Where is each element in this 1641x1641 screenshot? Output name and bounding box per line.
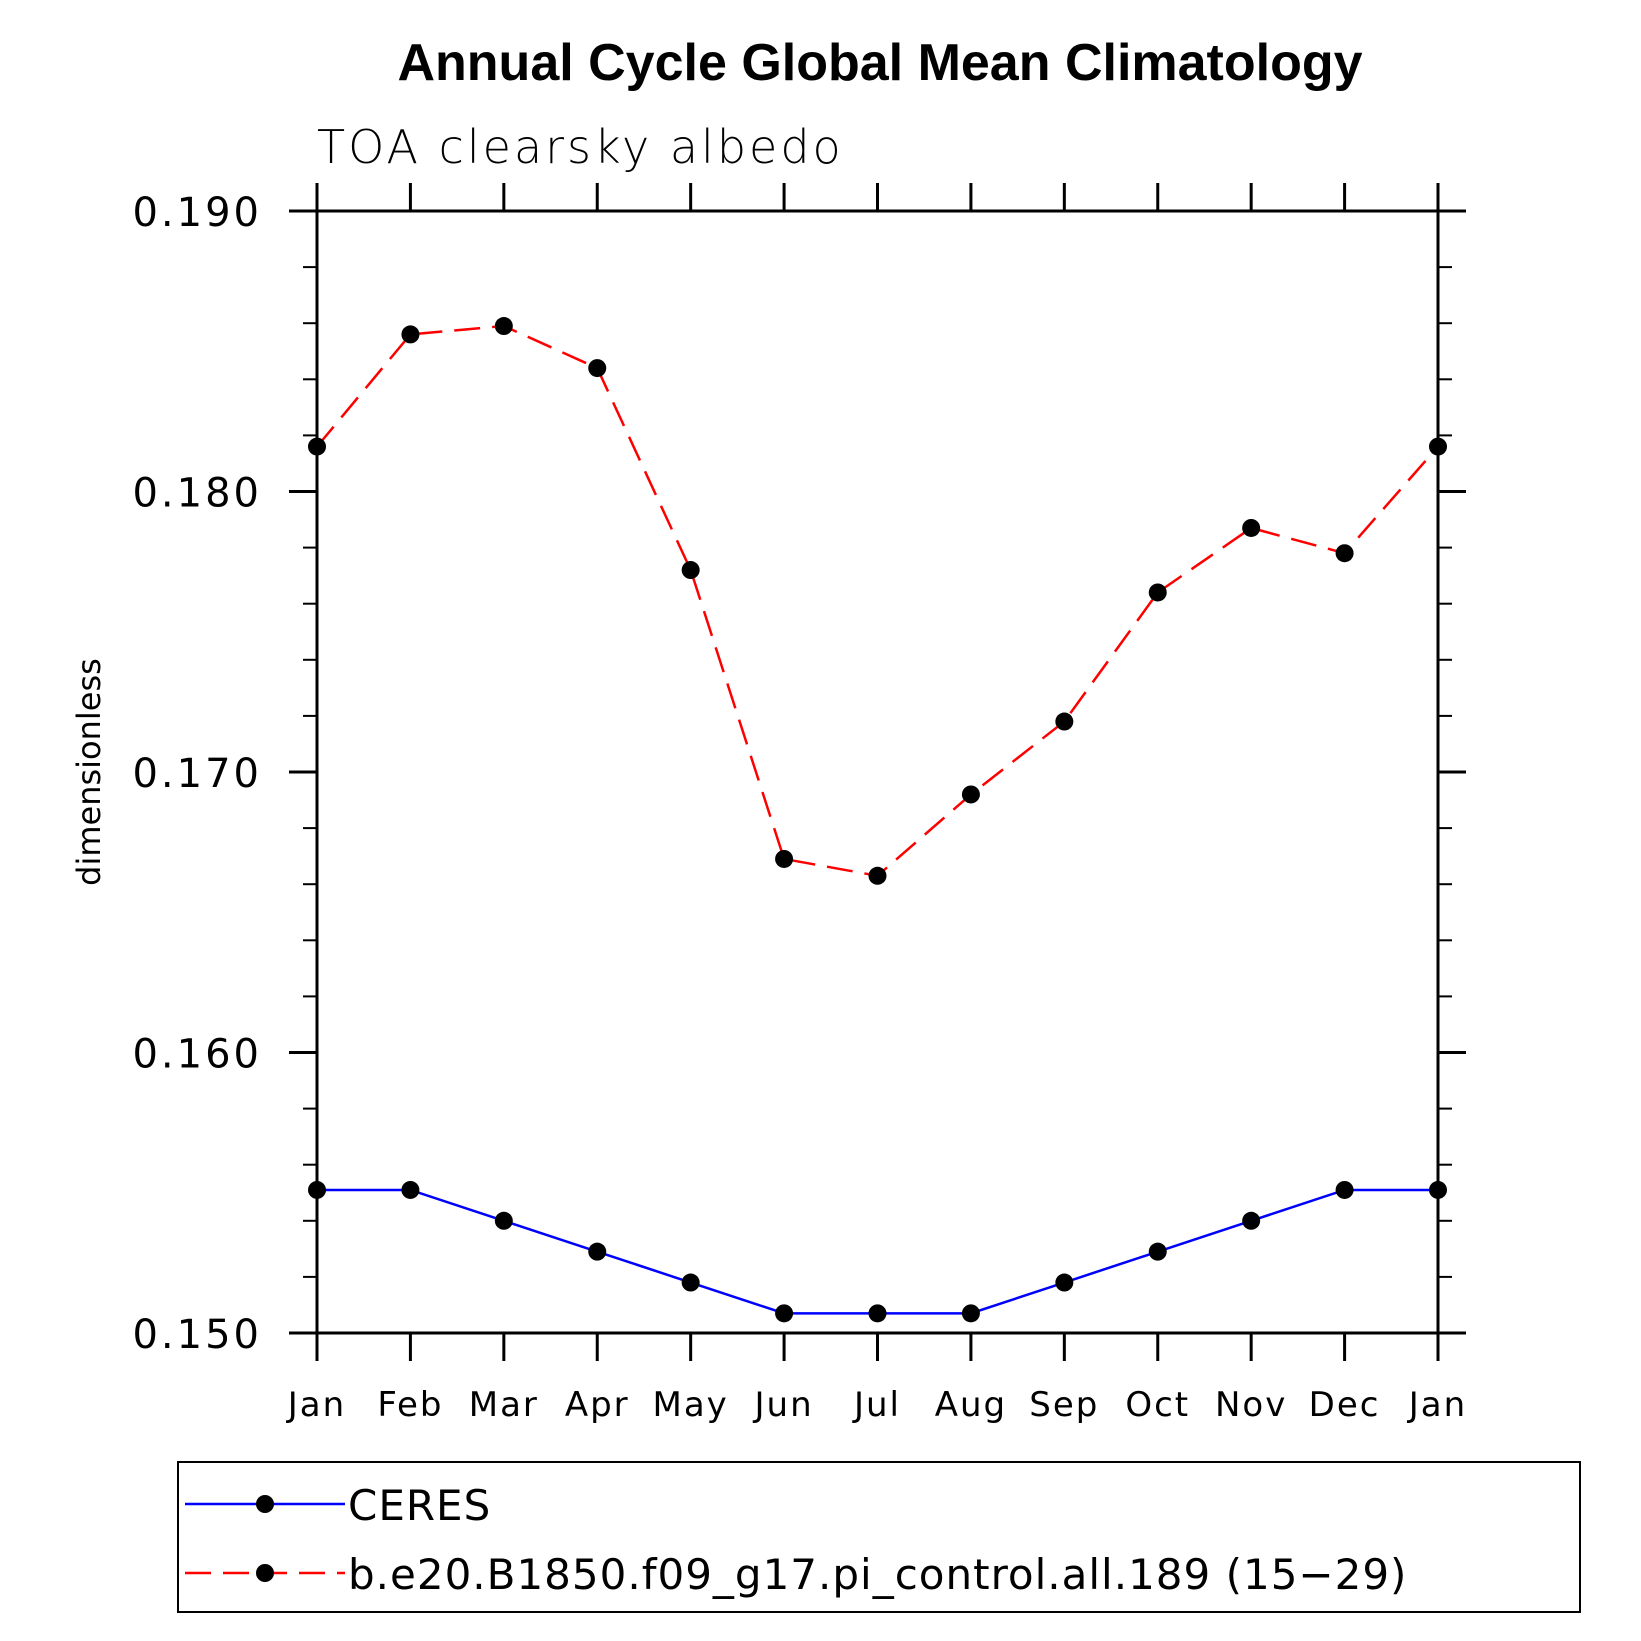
x-tick-label: Oct (1125, 1385, 1190, 1425)
chart-subtitle: TOA clearsky albedo (317, 120, 844, 174)
x-tick-label: Jun (753, 1385, 814, 1425)
legend-box (177, 1461, 1581, 1613)
y-tick-label: 0.150 (132, 1312, 262, 1358)
y-tick-label: 0.170 (132, 751, 262, 797)
x-tick-label: Aug (935, 1385, 1007, 1425)
y-tick-label: 0.190 (132, 190, 262, 236)
data-point-0 (401, 1180, 420, 1199)
data-point-1 (961, 785, 980, 804)
x-tick-label: Sep (1029, 1385, 1099, 1425)
axis-ticks (289, 183, 1466, 1361)
x-tick-label: May (653, 1385, 729, 1425)
data-point-0 (308, 1180, 326, 1199)
legend-marker-ceres (256, 1495, 274, 1513)
legend: CERES b.e20.B1850.f09_g17.pi_control.all… (177, 1461, 1581, 1613)
data-point-0 (1148, 1242, 1167, 1261)
x-tick-label: Jul (852, 1385, 901, 1425)
x-tick-label: Feb (377, 1385, 443, 1425)
data-point-1 (1429, 437, 1447, 456)
x-tick-label: Dec (1309, 1385, 1381, 1425)
data-point-1 (1148, 583, 1167, 602)
data-point-0 (494, 1211, 513, 1230)
data-point-0 (1429, 1180, 1447, 1199)
data-point-0 (961, 1304, 980, 1323)
x-tick-label: Jan (286, 1385, 346, 1425)
data-point-1 (494, 317, 513, 336)
x-tick-label: Jan (1407, 1385, 1467, 1425)
legend-label-ceres: CERES (348, 1481, 491, 1530)
data-point-0 (1335, 1180, 1354, 1199)
data-point-1 (1335, 544, 1354, 563)
series-line-1 (316, 324, 1439, 878)
data-point-0 (588, 1242, 607, 1261)
data-point-0 (681, 1273, 700, 1292)
x-tick-label: Apr (565, 1385, 630, 1425)
legend-label-model: b.e20.B1850.f09_g17.pi_control.all.189 (… (348, 1550, 1407, 1599)
y-axis-label: dimensionless (70, 658, 108, 886)
chart-title: Annual Cycle Global Mean Climatology (397, 34, 1362, 92)
plot-frame (315, 209, 1440, 1335)
data-point-1 (681, 561, 700, 580)
data-point-0 (1055, 1273, 1074, 1292)
data-point-1 (775, 849, 794, 868)
data-point-1 (588, 359, 607, 378)
series-group (308, 317, 1447, 1323)
data-point-0 (1242, 1211, 1261, 1230)
data-point-1 (868, 866, 887, 885)
legend-marker-model (256, 1564, 274, 1582)
series-line-0 (317, 1188, 1438, 1315)
x-tick-labels: Jan Feb Mar Apr May Jun Jul Aug Sep Oct Nov Dec Jan (286, 1385, 1467, 1425)
x-tick-label: Mar (469, 1385, 539, 1425)
data-point-1 (401, 325, 420, 344)
data-point-1 (308, 437, 326, 456)
y-tick-labels: 0.150 0.160 0.170 0.180 0.190 (132, 190, 262, 1358)
data-point-0 (775, 1304, 794, 1323)
data-point-0 (868, 1304, 887, 1323)
x-tick-label: Nov (1215, 1385, 1287, 1425)
data-point-1 (1242, 518, 1261, 537)
y-tick-label: 0.180 (132, 471, 262, 517)
data-point-1 (1055, 712, 1074, 731)
y-tick-label: 0.160 (132, 1032, 262, 1078)
